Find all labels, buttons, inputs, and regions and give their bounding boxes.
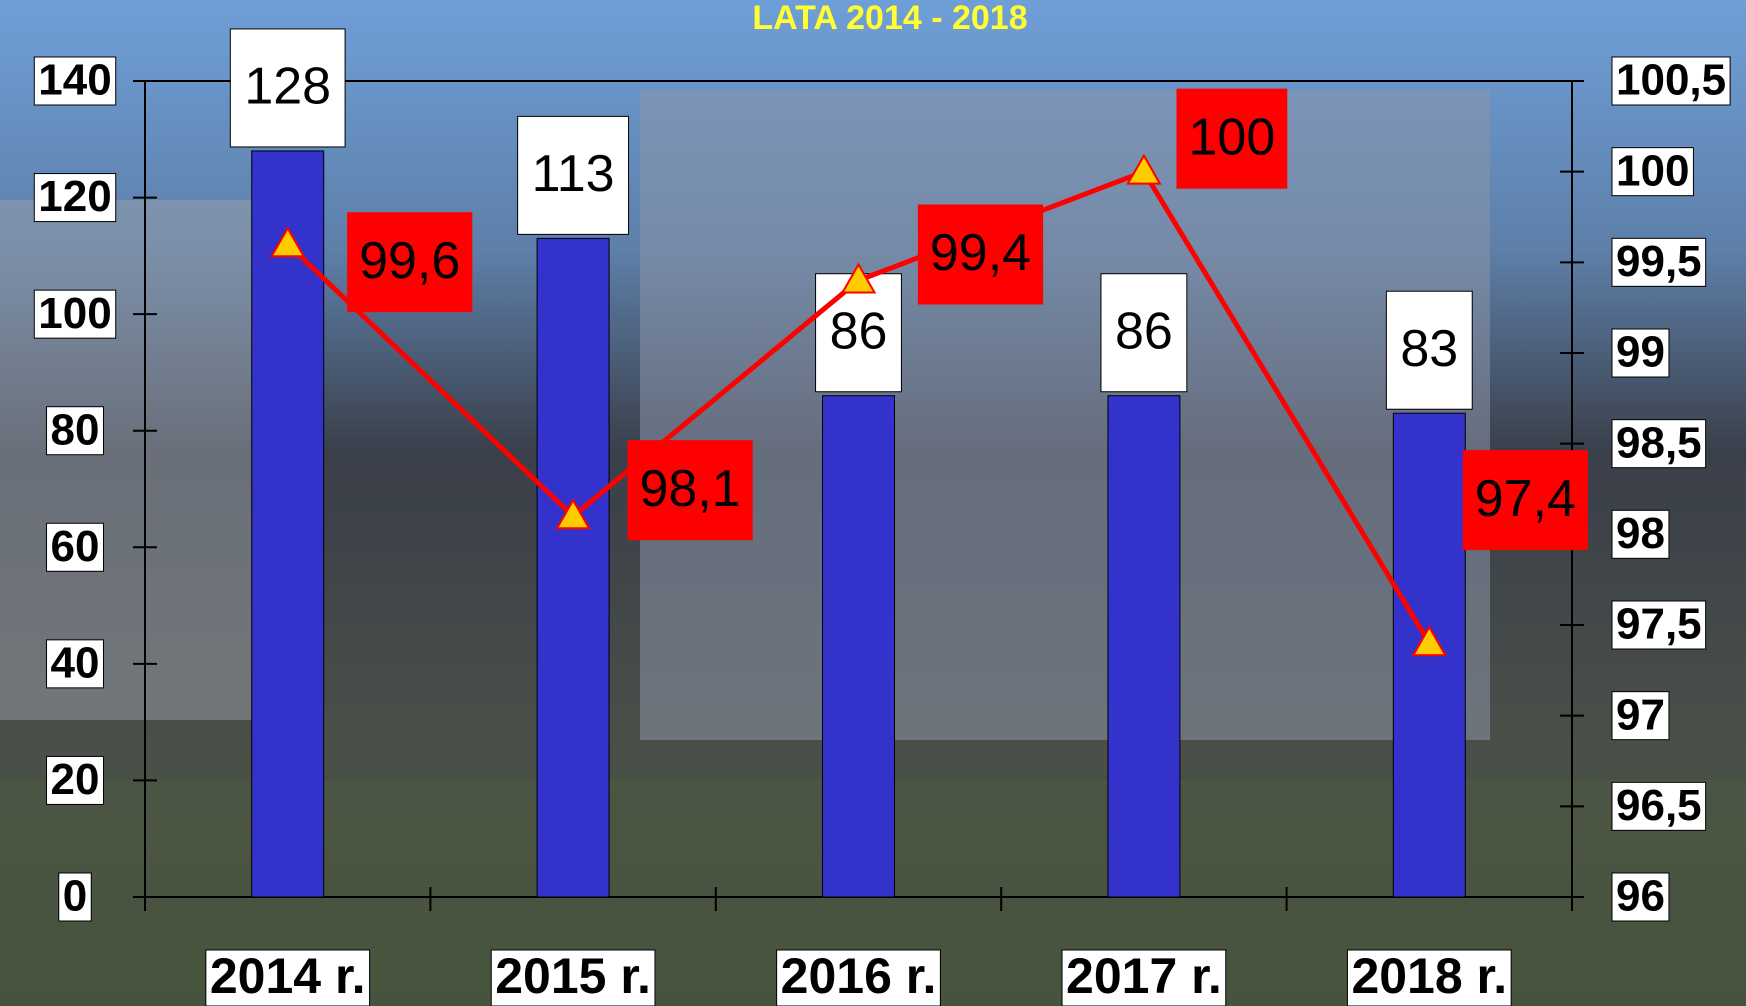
line-marker (840, 262, 877, 294)
line-value-label-box (627, 440, 753, 541)
bar-value-label-box (517, 115, 630, 235)
line-value-label: 100 (1189, 108, 1276, 166)
line-marker (1411, 625, 1448, 657)
line-marker (1126, 153, 1162, 185)
x-tick-label-box (776, 949, 941, 1006)
y-tick-label-box (33, 56, 117, 106)
line-value-label-box (1462, 450, 1588, 551)
y-tick-label: 100 (38, 289, 111, 338)
y2-tick-label: 99,5 (1616, 237, 1702, 286)
y-tick-label: 120 (38, 172, 111, 221)
y-tick-label: 0 (63, 872, 87, 921)
y2-tick-label: 100,5 (1616, 56, 1726, 105)
y2-tick-label-box (1611, 147, 1694, 197)
y2-tick-label-box (1611, 328, 1670, 378)
x-tick-label: 2018 r. (1351, 948, 1507, 1004)
line-value-label-box (917, 204, 1044, 305)
y-tick-label: 40 (51, 638, 100, 687)
bar-value-label-box (1385, 290, 1473, 410)
y2-tick-label-box (1611, 419, 1707, 469)
line-value-label: 97,4 (1475, 470, 1576, 528)
bar (251, 150, 325, 898)
x-tick-label-box (1346, 949, 1512, 1006)
y2-tick-label: 97,5 (1616, 600, 1702, 649)
line-value-label: 99,6 (359, 232, 460, 290)
y-tick-label: 80 (51, 405, 100, 454)
bar (536, 237, 610, 898)
x-tick-label: 2014 r. (210, 948, 366, 1004)
line-marker (269, 226, 306, 258)
y-tick-label: 60 (51, 522, 100, 571)
y-tick-label: 140 (38, 56, 111, 105)
y-tick-label-box (46, 406, 104, 456)
y2-tick-label-box (1611, 691, 1670, 741)
bar-value-label-box (1100, 273, 1188, 393)
bar-value-label: 83 (1400, 320, 1458, 378)
y-tick-label-box (33, 173, 117, 223)
y2-tick-label-box (1611, 56, 1731, 106)
x-tick-label-box (490, 949, 656, 1006)
x-tick-label: 2017 r. (1066, 948, 1222, 1004)
line-value-label-box (1176, 88, 1288, 189)
bar-value-label: 128 (244, 58, 331, 116)
y2-tick-label: 100 (1616, 146, 1689, 195)
x-tick-label: 2015 r. (495, 948, 651, 1004)
line-value-label: 98,1 (639, 460, 740, 518)
bar (1107, 395, 1181, 898)
y2-tick-label: 97 (1616, 690, 1665, 739)
y2-tick-label-box (1611, 509, 1670, 559)
building (0, 200, 300, 720)
line-value-label: 99,4 (930, 224, 1031, 282)
y2-tick-label-box (1611, 237, 1707, 287)
y2-tick-label-box (1611, 781, 1707, 831)
building (640, 90, 1490, 740)
y2-tick-label: 98,5 (1616, 418, 1702, 467)
x-tick-label-box (1061, 949, 1227, 1006)
x-tick-label-box (205, 949, 371, 1006)
y2-tick-label: 99 (1616, 328, 1665, 377)
y2-tick-label: 98 (1616, 509, 1665, 558)
y-tick-label-box (46, 522, 104, 572)
y-tick-label-box (33, 289, 117, 339)
y2-tick-label: 96,5 (1616, 781, 1702, 830)
line-marker (555, 498, 591, 530)
x-tick-label: 2016 r. (781, 948, 937, 1004)
bar-value-label: 86 (1115, 302, 1173, 360)
bar-value-label-box (229, 28, 346, 148)
y2-tick-label: 96 (1616, 872, 1665, 921)
y2-tick-label-box (1611, 872, 1670, 922)
y2-tick-label-box (1611, 600, 1707, 650)
line-value-label-box (347, 212, 473, 313)
y-tick-label: 20 (51, 755, 100, 804)
y-tick-label-box (46, 639, 104, 689)
y-tick-label-box (58, 872, 92, 922)
bar-value-label: 86 (830, 302, 888, 360)
y-tick-label-box (46, 755, 104, 805)
chart-title: LATA 2014 - 2018 (752, 0, 1027, 37)
bar-value-label: 113 (532, 145, 615, 203)
bar (822, 395, 895, 898)
